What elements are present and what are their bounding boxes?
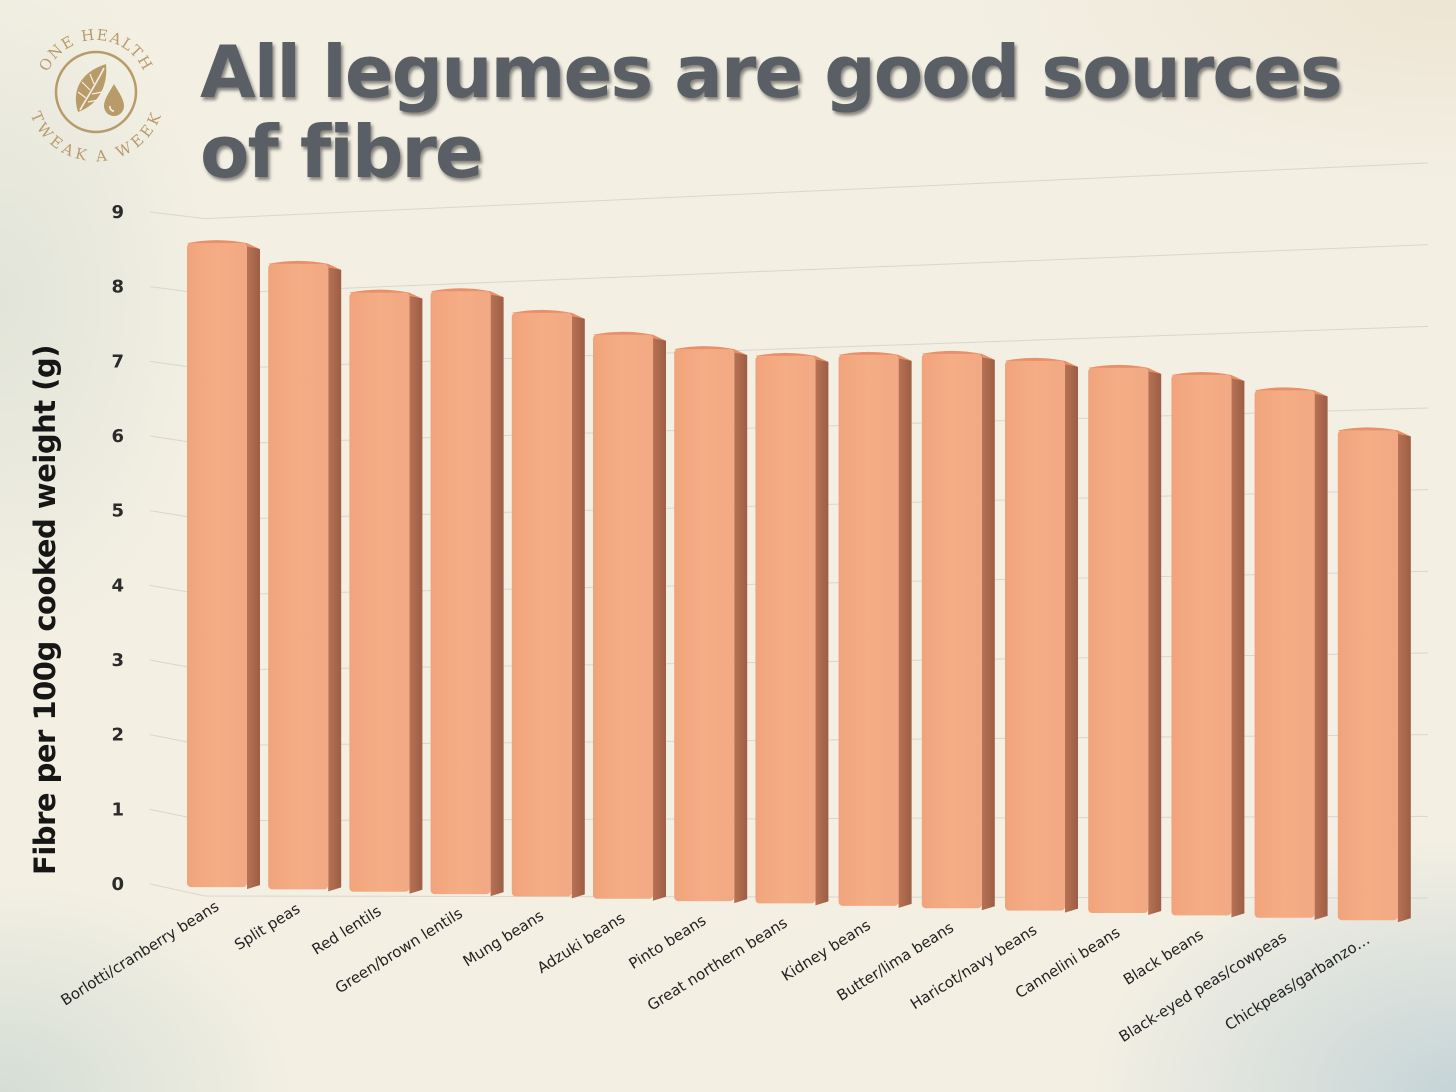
bar-side — [1314, 391, 1328, 920]
bar-front — [511, 312, 572, 897]
x-tick-label: Black-eyed peas/cowpeas — [1116, 928, 1290, 1046]
x-tick-label: Red lentils — [309, 902, 385, 959]
bar-front — [921, 353, 982, 909]
bar — [349, 289, 423, 894]
bar — [674, 346, 748, 904]
y-tick-label: 8 — [111, 277, 124, 298]
bar-side — [815, 356, 829, 906]
bar-front — [1254, 390, 1315, 918]
y-tick-label: 0 — [111, 874, 124, 895]
y-tick-label: 1 — [111, 799, 124, 820]
x-tick-label: Adzuki beans — [534, 909, 628, 977]
brand-logo: ONE HEALTH TWEAK A WEEK — [27, 26, 164, 166]
bar-side — [1148, 368, 1162, 916]
x-axis-labels: Borlotti/cranberry beans Split peas Red le… — [58, 897, 1373, 1046]
bar-side — [1065, 361, 1078, 913]
bar-side — [328, 264, 342, 892]
bar-front — [430, 291, 491, 895]
bar — [921, 350, 995, 911]
bar-side — [490, 292, 504, 897]
y-tick-label: 7 — [111, 351, 124, 372]
bar — [1088, 364, 1162, 916]
gridline — [149, 162, 1429, 220]
bar-side — [981, 354, 995, 911]
bar — [1337, 427, 1411, 923]
leaf-and-water-drop-icon — [75, 64, 124, 116]
bar — [1171, 372, 1245, 918]
bar — [593, 331, 666, 901]
y-tick-label: 4 — [111, 575, 124, 596]
y-tick-label: 5 — [111, 501, 124, 522]
bar-front — [1337, 430, 1398, 921]
bar — [755, 352, 829, 906]
bar — [1254, 387, 1328, 920]
bar-front — [187, 243, 247, 888]
x-tick-label: Borlotti/cranberry beans — [58, 897, 223, 1009]
bar-front — [1171, 375, 1232, 916]
x-tick-label: Split peas — [231, 899, 303, 953]
y-axis-ticks: 0 1 2 3 4 5 6 7 8 9 — [111, 202, 124, 895]
bar-front — [1005, 360, 1065, 911]
bar-front — [349, 292, 410, 892]
x-tick-label: Great northern beans — [644, 913, 791, 1014]
y-tick-label: 3 — [111, 650, 124, 671]
gridline — [149, 244, 1429, 295]
bar — [268, 260, 342, 892]
bar — [430, 288, 504, 897]
bar-front — [755, 355, 816, 904]
bar-front — [838, 354, 899, 906]
bar-front — [1088, 367, 1149, 914]
bar-side — [898, 355, 912, 908]
y-tick-label: 9 — [111, 202, 124, 223]
y-tick-label: 2 — [111, 725, 124, 746]
bar-side — [571, 313, 585, 899]
bar-side — [1231, 376, 1245, 918]
bars — [187, 240, 1411, 923]
bar-side — [409, 293, 423, 894]
bar — [1005, 357, 1078, 913]
x-tick-label: Pinto beans — [626, 911, 710, 973]
bar-side — [734, 350, 748, 904]
bar — [511, 309, 585, 899]
x-tick-label: Chickpeas/garbanzo… — [1222, 930, 1373, 1034]
bar-side — [653, 335, 666, 901]
chart-title: All legumes are good sources of fibre — [200, 30, 1343, 194]
bar-side — [247, 244, 260, 890]
bar-front — [268, 263, 329, 890]
bar — [187, 240, 260, 890]
bar — [838, 351, 912, 908]
bar-front — [674, 349, 735, 902]
bar-front — [593, 334, 653, 899]
y-tick-label: 6 — [111, 426, 124, 447]
bar-side — [1397, 431, 1411, 923]
x-tick-label: Black beans — [1120, 925, 1207, 988]
